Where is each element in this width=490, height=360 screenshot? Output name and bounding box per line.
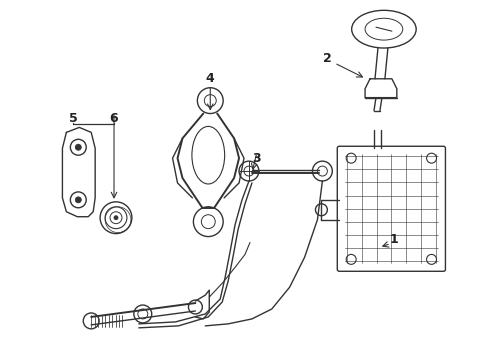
FancyBboxPatch shape: [337, 146, 445, 271]
Polygon shape: [365, 79, 397, 98]
Circle shape: [75, 197, 81, 203]
Text: 2: 2: [323, 53, 332, 66]
Polygon shape: [196, 290, 209, 319]
Text: 3: 3: [252, 152, 261, 165]
Circle shape: [75, 144, 81, 150]
Text: 4: 4: [206, 72, 215, 85]
Text: 6: 6: [110, 112, 118, 125]
Text: 1: 1: [390, 233, 398, 246]
Text: 5: 5: [69, 112, 78, 125]
Polygon shape: [62, 127, 95, 217]
Circle shape: [114, 216, 118, 220]
